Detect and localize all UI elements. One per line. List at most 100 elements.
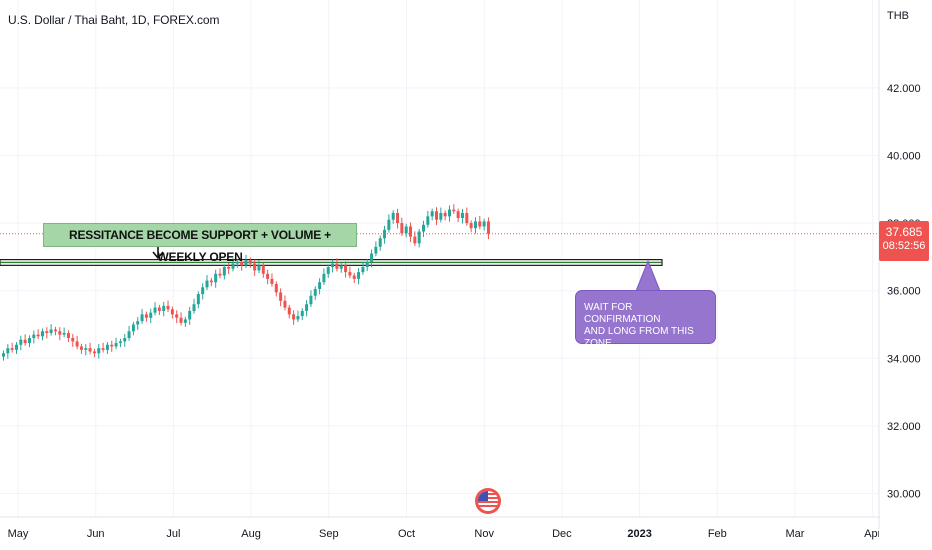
candle-body xyxy=(430,211,434,217)
candle-body xyxy=(162,305,166,311)
candle-body xyxy=(335,263,339,269)
price-axis[interactable]: 30.00032.00034.00036.00038.00040.00042.0… xyxy=(887,83,921,501)
candle-body xyxy=(387,219,391,230)
scale-corner xyxy=(879,529,932,550)
candle-body xyxy=(227,267,231,269)
candle-body xyxy=(97,348,101,354)
candle-body xyxy=(179,317,183,323)
candle-body xyxy=(417,231,421,244)
candle-body xyxy=(244,260,248,266)
candle-body xyxy=(23,339,27,344)
candle-body xyxy=(201,287,205,295)
candle-body xyxy=(370,253,374,262)
candle-body xyxy=(253,263,257,271)
candle-body xyxy=(422,224,426,232)
candle-body xyxy=(279,292,283,301)
candle-body xyxy=(478,221,482,227)
candle-body xyxy=(45,331,49,333)
time-axis[interactable]: May Jun Jul Aug Sep Oct Nov Dec 2023 Feb Mar Apr xyxy=(8,528,882,540)
candle-body xyxy=(439,212,443,220)
candle-body xyxy=(79,346,83,350)
candle-body xyxy=(66,332,70,339)
candle-body xyxy=(62,332,66,335)
candle-body xyxy=(331,263,335,268)
candle-body xyxy=(426,216,430,225)
x-tick-label: Dec xyxy=(552,528,572,540)
candle-body xyxy=(192,304,196,311)
candle-body xyxy=(309,295,313,305)
candle-body xyxy=(396,212,400,224)
candle-body xyxy=(140,314,144,322)
candle-body xyxy=(153,307,157,313)
candle-body xyxy=(157,307,161,311)
candle-body xyxy=(361,267,365,273)
candle-body xyxy=(170,309,174,315)
candle-body xyxy=(75,341,79,347)
candle-body xyxy=(300,310,304,317)
candle-body xyxy=(413,236,417,244)
candle-body xyxy=(6,348,10,354)
candle-body xyxy=(287,307,291,315)
candle-body xyxy=(473,221,477,229)
candle-body xyxy=(240,261,244,266)
down-arrow-icon xyxy=(152,247,164,260)
candle-body xyxy=(378,238,382,247)
candle-body xyxy=(14,344,18,350)
y-tick-label: 40.000 xyxy=(887,151,921,163)
candle-body xyxy=(49,329,53,333)
arrow-head xyxy=(152,251,164,260)
confirmation-callout[interactable]: WAIT FOR CONFIRMATION AND LONG FROM THIS… xyxy=(575,290,716,349)
candle-body xyxy=(114,343,118,347)
candle-body xyxy=(88,348,92,352)
candle-body xyxy=(231,263,235,269)
candle-body xyxy=(19,339,23,345)
candle-body xyxy=(365,261,369,268)
x-tick-label: Aug xyxy=(241,528,261,540)
candle-body xyxy=(235,261,239,264)
x-tick-label: Feb xyxy=(708,528,727,540)
y-tick-label: 36.000 xyxy=(887,286,921,298)
x-tick-label: Jul xyxy=(166,528,180,540)
last-price-badge: 37.685 08:52:56 xyxy=(879,221,929,261)
candle-body xyxy=(339,265,343,269)
candle-body xyxy=(257,265,261,271)
candle-body xyxy=(196,294,200,305)
candle-body xyxy=(209,280,213,283)
candle-body xyxy=(357,272,361,279)
candle-body xyxy=(452,209,456,212)
candle-body xyxy=(149,312,153,318)
candle-body xyxy=(270,278,274,284)
candle-body xyxy=(482,221,486,227)
candle-body xyxy=(136,321,140,325)
x-tick-label: Mar xyxy=(786,528,805,540)
candle-body xyxy=(58,331,62,335)
candle-body xyxy=(443,212,447,217)
candle-body xyxy=(326,267,330,274)
candle-body xyxy=(344,265,348,273)
candle-body xyxy=(188,310,192,320)
candle-body xyxy=(248,260,252,264)
support-annotation-label[interactable]: RESSITANCE BECOME SUPPORT + VOLUME + WEE… xyxy=(43,223,357,264)
candle-body xyxy=(292,314,296,320)
candle-body xyxy=(27,338,31,344)
us-flag-icon[interactable] xyxy=(474,487,502,515)
candle-body xyxy=(183,319,187,323)
candle-body xyxy=(53,329,57,332)
candle-body xyxy=(486,221,490,234)
candle-body xyxy=(84,348,88,350)
candle-body xyxy=(409,226,413,237)
currency-label: THB xyxy=(887,10,909,22)
grid xyxy=(0,0,878,517)
candle-body xyxy=(166,305,170,310)
candle-body xyxy=(469,223,473,229)
candle-body xyxy=(274,283,278,293)
candle-body xyxy=(214,273,218,283)
y-tick-label: 34.000 xyxy=(887,353,921,365)
candle-body xyxy=(123,338,127,342)
x-tick-label: Oct xyxy=(398,528,415,540)
symbol-title[interactable]: U.S. Dollar / Thai Baht, 1D, FOREX.com xyxy=(8,13,220,27)
candle-body xyxy=(435,211,438,220)
candle-body xyxy=(318,282,322,290)
candle-body xyxy=(205,280,209,288)
